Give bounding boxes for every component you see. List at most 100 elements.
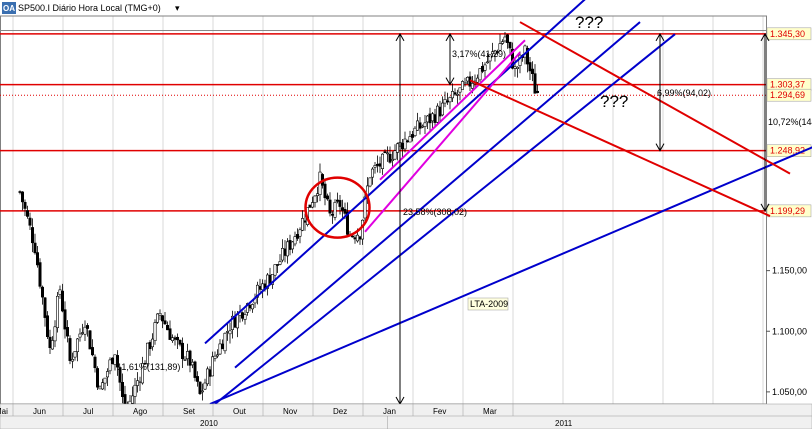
candle-body <box>60 290 64 312</box>
candle-body <box>58 289 62 295</box>
candle-body <box>181 342 185 359</box>
symbol-icon-text: OA <box>3 4 15 13</box>
candle-body <box>283 248 287 256</box>
chart-header[interactable]: OA SP500.I Diário Hora Local (TMG+0) ▾ <box>2 2 180 14</box>
candle-body <box>71 359 75 362</box>
month-label: Nov <box>283 407 297 416</box>
measure-label: 10,72%(144,28) <box>768 117 812 127</box>
candle-body <box>528 62 532 72</box>
candle-body <box>118 367 122 383</box>
candle-body <box>418 122 422 129</box>
candle-body <box>138 380 142 383</box>
candle-body <box>485 61 489 64</box>
candle-body <box>221 343 225 350</box>
price-marker <box>766 88 812 102</box>
candle-body <box>113 354 117 365</box>
candle-body <box>243 314 247 320</box>
candle-body <box>388 153 392 163</box>
candle-body <box>203 382 207 390</box>
candle-body <box>360 219 364 240</box>
candle-body <box>43 297 47 318</box>
measure-label: 6,99%(94,02) <box>657 88 711 98</box>
candle-body <box>335 199 339 202</box>
candle-body <box>260 283 264 291</box>
candle-body <box>533 73 537 94</box>
candle-body <box>171 337 175 341</box>
candle-body <box>515 66 519 69</box>
candle-body <box>435 105 439 123</box>
candle-body <box>208 369 212 377</box>
candle-body <box>88 330 92 350</box>
y-tick-label: 1.100,00 <box>772 326 807 336</box>
candle-body <box>163 320 167 325</box>
trendline-wedge-lower <box>364 51 521 233</box>
candle-body <box>313 195 317 203</box>
candle-body <box>98 386 102 390</box>
candle-body <box>251 304 255 310</box>
y-tick-label: 1.050,00 <box>772 387 807 397</box>
candle-body <box>141 363 145 384</box>
candle-body <box>358 236 362 240</box>
candle-body <box>38 262 42 287</box>
candle-body <box>405 140 409 143</box>
trendline-channel-middle <box>234 21 641 369</box>
candle-body <box>423 122 427 127</box>
trendline-wedge-upper <box>379 39 526 181</box>
trendlines-layer <box>204 0 812 405</box>
candle-body <box>345 211 349 235</box>
candle-body <box>453 92 457 95</box>
candle-body <box>308 204 312 208</box>
candle-body <box>63 309 67 330</box>
candle-body <box>440 102 444 116</box>
candle-body <box>430 113 434 122</box>
candle-body <box>111 357 115 364</box>
candle-body <box>480 66 484 72</box>
candle-body <box>278 261 282 265</box>
x-axis-band <box>0 403 812 430</box>
candle-body <box>35 252 39 266</box>
candle-body <box>68 338 72 361</box>
candle-body <box>300 218 304 231</box>
candle-body <box>400 142 404 150</box>
question-annotation: ??? <box>575 13 603 32</box>
month-label: Jun <box>33 407 46 416</box>
candle-body <box>383 151 387 154</box>
candle-body <box>248 304 252 309</box>
candle-body <box>525 47 529 65</box>
candle-body <box>303 220 307 223</box>
price-marker <box>766 204 812 218</box>
chevron-down-icon[interactable]: ▾ <box>175 3 180 13</box>
candle-body <box>78 333 82 338</box>
candle-body <box>410 134 414 138</box>
candle-body <box>91 347 95 356</box>
year-label: 2011 <box>555 419 573 428</box>
highlight-circle <box>304 176 371 239</box>
price-marker-label: 1.345,30 <box>770 29 805 39</box>
candle-body <box>121 382 125 398</box>
candle-body <box>166 324 170 331</box>
candle-body <box>28 217 32 226</box>
axis-layer: 1.050,00 1.100,00 1.150,00 Mai Jun Jul Ago Set O… <box>0 266 812 430</box>
candle-body <box>233 316 237 328</box>
candle-body <box>328 199 332 214</box>
trendline-lta-2009 <box>209 146 812 405</box>
symbol-icon <box>2 2 16 14</box>
candle-body <box>385 152 389 155</box>
candle-body <box>298 229 302 237</box>
candle-body <box>378 163 382 167</box>
annotations-layer: ?????? LTA-2009 <box>467 13 628 311</box>
candle-body <box>280 248 284 261</box>
candle-body <box>73 351 77 358</box>
candle-body <box>96 368 100 388</box>
candle-body <box>508 41 512 49</box>
trendline-down-channel-upper <box>519 21 791 175</box>
candle-body <box>206 368 210 385</box>
candle-body <box>213 355 217 359</box>
candle-body <box>403 138 407 150</box>
candle-body <box>355 234 359 242</box>
month-label: Mai <box>0 407 8 416</box>
candle-body <box>153 322 157 341</box>
price-marker-label: 1.303,37 <box>770 80 805 90</box>
